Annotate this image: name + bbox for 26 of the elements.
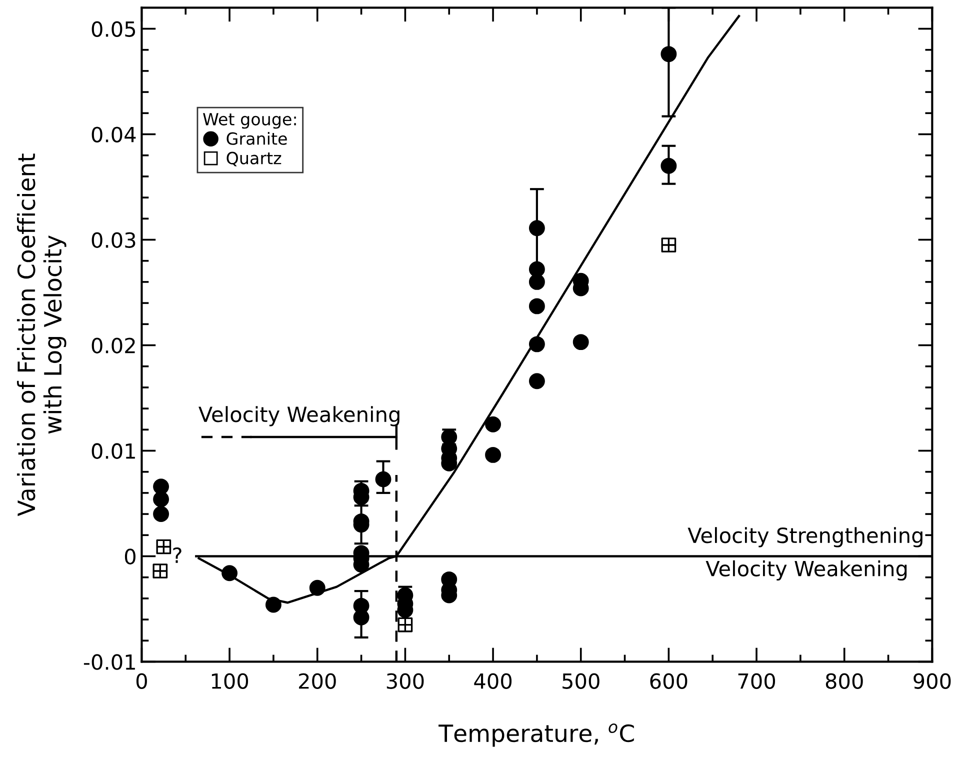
x-tick-label: 200 [299, 673, 336, 689]
annotation: ? [173, 547, 182, 563]
y-tick-label: 0.01 [92, 443, 135, 459]
x-tick-label: 600 [650, 673, 688, 689]
annotation: Velocity Weakening [198, 406, 400, 426]
x-axis-title: Temperature, $^{o}$C [438, 724, 634, 747]
x-tick-label: 800 [826, 673, 863, 689]
x-tick-label: 900 [914, 673, 951, 689]
y-tick-label: 0.04 [92, 126, 136, 142]
x-tick-label: 0 [136, 673, 147, 689]
x-tick-label: 700 [738, 673, 776, 689]
annotation: Velocity Weakening [706, 560, 907, 581]
x-tick-label: 100 [212, 673, 248, 689]
y-tick-label: 0.02 [92, 338, 135, 354]
y-tick-label: 0.05 [92, 21, 136, 37]
x-tick-label: 500 [562, 673, 600, 689]
annotation: Velocity Strengthening [688, 527, 922, 548]
legend-title: Wet gouge: [203, 113, 296, 129]
y-tick-label: 0.03 [92, 232, 136, 248]
y-axis-title: Variation of Friction Coefficient with Log Velocity [16, 154, 66, 516]
y-tick-label: 0 [124, 548, 136, 564]
legend-label: Granite [226, 132, 287, 145]
x-tick-label: 300 [386, 673, 424, 689]
y-tick-label: -0.01 [84, 654, 135, 670]
x-tick-label: 400 [474, 673, 512, 689]
legend-label: Quartz [226, 152, 282, 166]
